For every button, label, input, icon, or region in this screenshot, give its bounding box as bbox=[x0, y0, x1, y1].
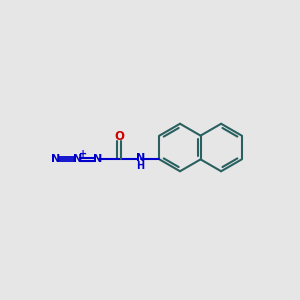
Text: N: N bbox=[51, 154, 60, 164]
Text: H: H bbox=[136, 161, 144, 171]
Text: N: N bbox=[73, 154, 82, 164]
Text: O: O bbox=[114, 130, 124, 142]
Text: N: N bbox=[136, 153, 145, 163]
Text: +: + bbox=[80, 149, 88, 159]
Text: N: N bbox=[93, 154, 102, 164]
